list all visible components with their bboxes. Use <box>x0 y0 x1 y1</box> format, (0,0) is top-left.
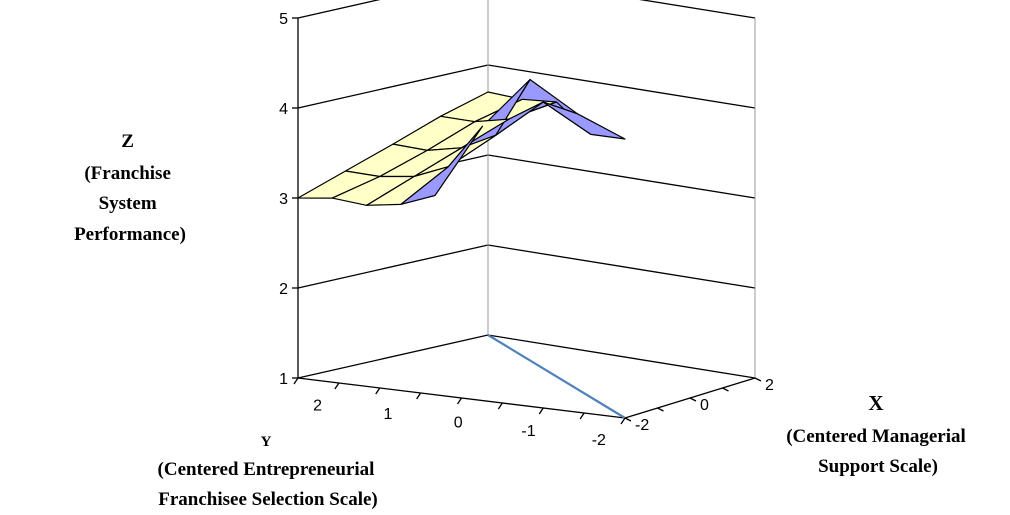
y-axis-title-line: (Centered Entrepreneurial <box>158 459 375 480</box>
floor-diagonal-line <box>487 334 626 419</box>
z-tick-label: 5 <box>279 11 288 28</box>
x-tick-label: 2 <box>765 377 774 394</box>
y-tick-label: -2 <box>592 432 606 449</box>
y-tick-mark <box>538 407 544 415</box>
y-tick-mark <box>293 377 299 385</box>
y-axis-title: Y (Centered Entrepreneurial Franchisee S… <box>158 433 379 510</box>
z-axis-title-line: (Franchise <box>84 163 171 184</box>
z-tick-label: 2 <box>279 281 288 298</box>
y-tick-mark <box>334 382 340 390</box>
y-tick-mark <box>497 402 503 410</box>
y-tick-label: 2 <box>313 397 322 414</box>
x-axis-title-line: (Centered Managerial <box>786 426 966 447</box>
y-tick-mark <box>579 412 585 420</box>
chart-floor <box>293 334 762 425</box>
x-tick-label: -2 <box>635 417 649 434</box>
x-tick-mark <box>657 407 664 412</box>
y-tick-mark <box>620 417 626 425</box>
y-tick-mark <box>456 397 463 405</box>
y-tick-label: 1 <box>383 406 392 423</box>
y-tick-mark <box>375 387 381 395</box>
x-axis-title-line: Support Scale) <box>818 456 938 477</box>
z-tick-label: 3 <box>279 191 288 208</box>
x-tick-mark <box>624 417 632 422</box>
x-axis-title-line: X <box>868 391 883 415</box>
x-tick-mark <box>689 397 697 402</box>
surface-mesh <box>297 78 626 206</box>
z-tick-label: 4 <box>279 101 288 118</box>
x-tick-label: 0 <box>700 397 709 414</box>
x-axis-title: X (Centered Managerial Support Scale) <box>786 391 970 477</box>
z-axis-title-line: Performance) <box>74 224 186 245</box>
z-tick-label: 1 <box>279 371 288 388</box>
z-axis-title: Z (Franchise System Performance) <box>74 131 186 245</box>
y-axis-title-line: Franchisee Selection Scale) <box>158 489 378 510</box>
z-axis-title-line: Z <box>121 131 134 152</box>
wall-gridline <box>297 0 756 19</box>
x-tick-mark <box>722 387 729 392</box>
wall-gridline <box>297 244 756 289</box>
y-tick-label: 0 <box>454 415 463 432</box>
y-tick-mark <box>416 392 422 400</box>
z-axis-title-line: System <box>99 193 157 214</box>
y-axis-title-line: Y <box>261 434 272 450</box>
surface-patch <box>331 175 415 206</box>
x-tick-mark <box>754 377 762 382</box>
tick-labels: 1 2 3 4 5 2 1 0 -1 -2 -2 0 2 <box>279 11 774 449</box>
wall-gridline <box>297 334 756 379</box>
y-tick-label: -1 <box>521 423 535 440</box>
surface-patch <box>542 101 626 140</box>
